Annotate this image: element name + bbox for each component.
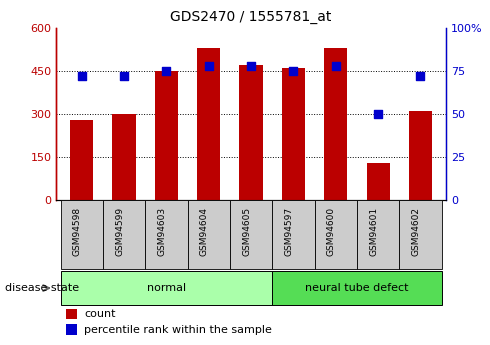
Text: percentile rank within the sample: percentile rank within the sample [84,325,272,335]
Point [374,111,382,117]
Bar [240,65,263,200]
Point [247,63,255,68]
Bar [145,200,188,269]
Bar [70,120,94,200]
Bar [197,48,220,200]
Bar [367,163,390,200]
Point [163,68,171,73]
Point [120,73,128,79]
Bar [66,308,77,319]
Text: GSM94602: GSM94602 [412,207,420,256]
Point [290,68,297,73]
Text: count: count [84,309,116,319]
Bar [282,68,305,200]
Text: GSM94599: GSM94599 [115,207,124,256]
Bar [66,324,77,335]
Bar [230,200,272,269]
Text: GSM94604: GSM94604 [200,207,209,256]
Title: GDS2470 / 1555781_at: GDS2470 / 1555781_at [171,10,332,24]
Bar [272,200,315,269]
Point [332,63,340,68]
Point [205,63,213,68]
Text: GSM94603: GSM94603 [157,207,167,256]
Text: GSM94605: GSM94605 [242,207,251,256]
Bar [409,111,432,200]
Bar [155,71,178,200]
Bar [315,200,357,269]
Bar [324,48,347,200]
Text: GSM94597: GSM94597 [285,207,294,256]
Bar [61,200,103,269]
Bar [357,200,399,269]
Bar [112,114,136,200]
Bar [272,271,441,305]
Bar [103,200,145,269]
Bar [61,271,272,305]
Text: normal: normal [147,283,186,293]
Text: disease state: disease state [5,283,79,293]
Point [416,73,424,79]
Bar [188,200,230,269]
Point [78,73,86,79]
Text: neural tube defect: neural tube defect [305,283,409,293]
Text: GSM94600: GSM94600 [327,207,336,256]
Bar [399,200,441,269]
Text: GSM94601: GSM94601 [369,207,378,256]
Text: GSM94598: GSM94598 [73,207,82,256]
